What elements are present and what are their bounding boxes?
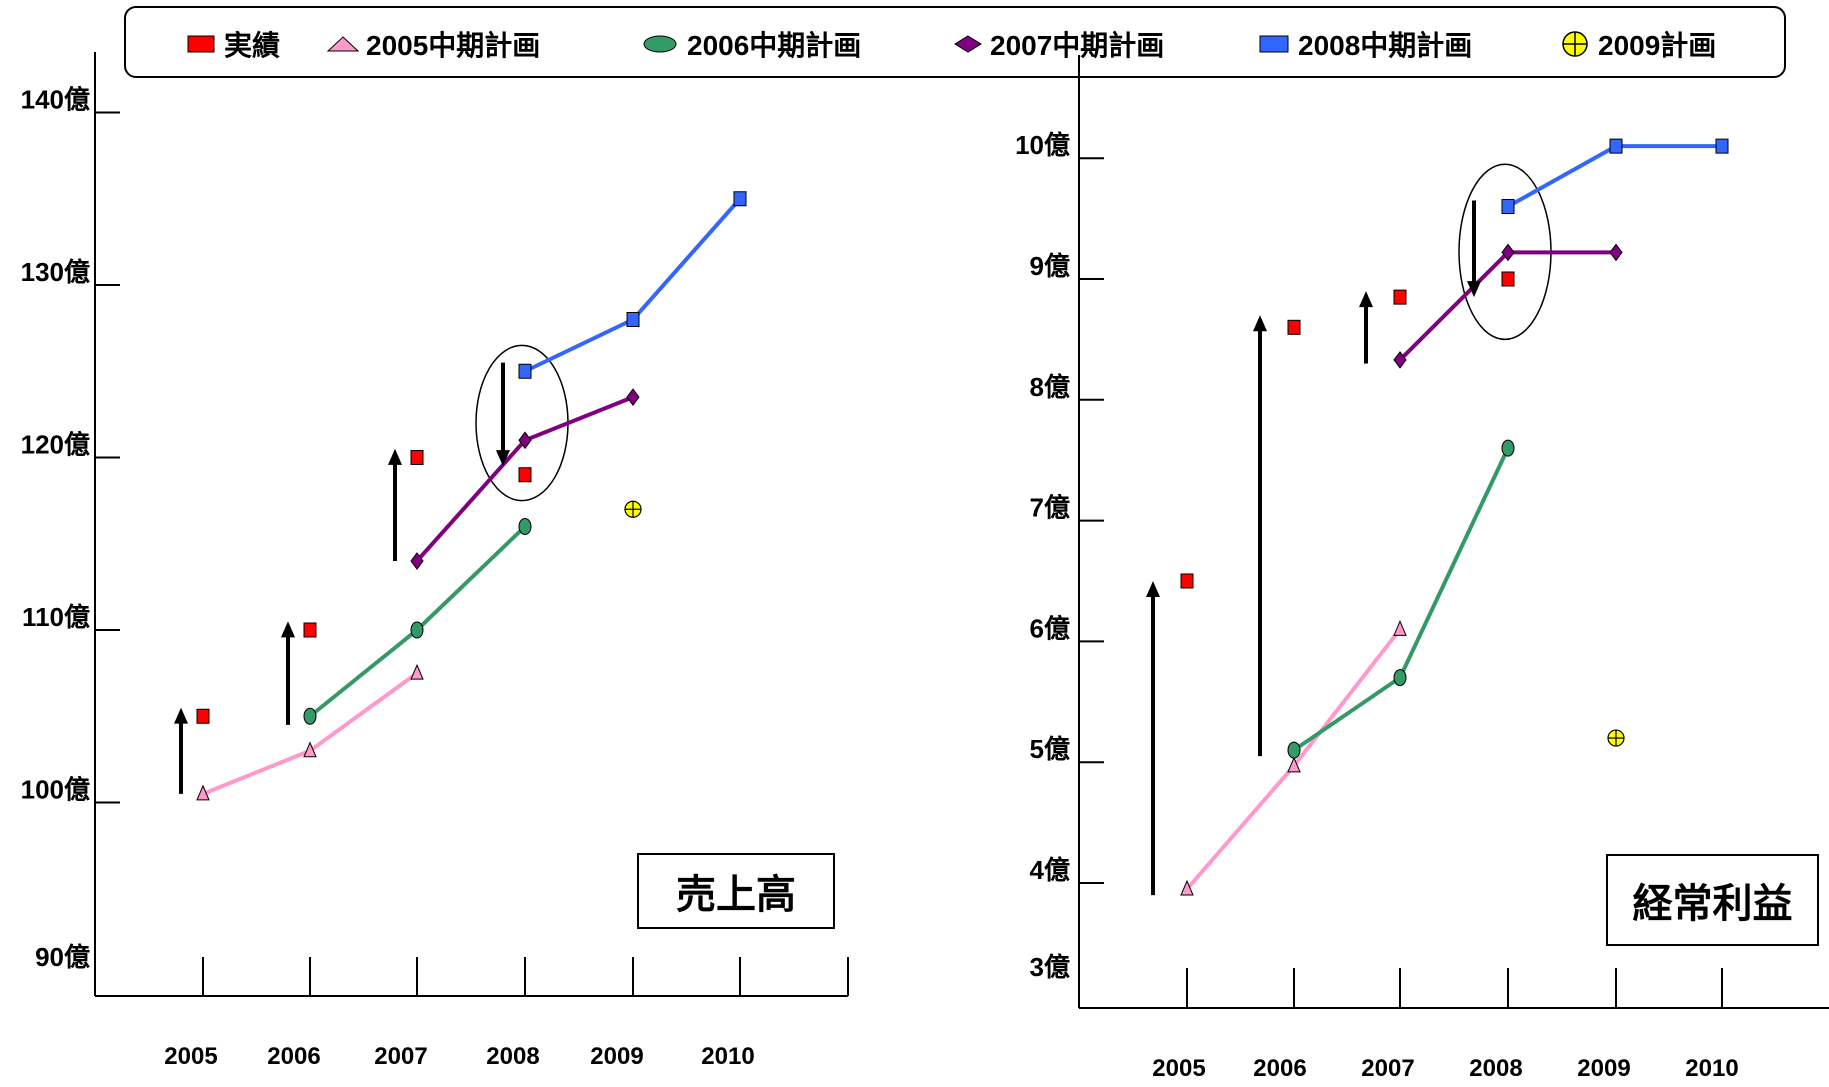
marker-triangle	[1393, 620, 1407, 636]
y-tick-label: 90億	[35, 942, 90, 972]
marker-square	[518, 467, 532, 483]
marker-ellipse	[410, 621, 424, 639]
y-tick-label: 110億	[22, 602, 90, 632]
change-arrow-head	[174, 707, 188, 724]
x-tick-label: 2005	[1152, 1055, 1205, 1082]
x-tick-label: 2005	[164, 1043, 217, 1070]
marker-square	[1501, 271, 1515, 287]
x-tick-label: 2008	[1469, 1055, 1522, 1082]
legend-item-plan-2006: 2006中期計画	[641, 8, 861, 80]
marker-square	[733, 191, 747, 207]
legend-item-actual: 実績	[186, 8, 280, 80]
legend-label: 2005中期計画	[366, 30, 541, 61]
legend-item-plan-2009: 2009計画	[1560, 8, 1716, 80]
change-arrow-head	[1146, 581, 1160, 597]
change-arrow-head	[281, 621, 295, 638]
marker-ellipse	[1393, 669, 1407, 687]
marker-square	[1393, 289, 1407, 305]
y-tick-label: 140億	[21, 85, 90, 115]
change-arrow-head	[1359, 291, 1373, 308]
legend-item-plan-2007: 2007中期計画	[952, 8, 1164, 80]
chart-title-profit: 経常利益	[1606, 854, 1819, 946]
chart-title-sales: 売上高	[637, 853, 835, 929]
legend-label: 2006中期計画	[687, 30, 862, 61]
green-ellipse-icon	[643, 35, 677, 53]
marker-diamond	[1501, 243, 1515, 262]
change-arrow-head	[496, 450, 510, 467]
change-arrow-head	[388, 448, 402, 465]
marker-triangle	[303, 741, 317, 758]
legend-item-plan-2005: 2005中期計画	[326, 8, 540, 80]
legend-item-plan-2008: 2008中期計画	[1258, 8, 1472, 80]
x-tick-label: 2008	[486, 1043, 539, 1070]
blue-square-icon	[1259, 35, 1289, 53]
y-tick-label: 10億	[1015, 130, 1070, 160]
marker-triangle	[196, 784, 210, 801]
y-tick-label: 6億	[1030, 613, 1070, 643]
legend-label: 2007中期計画	[990, 30, 1165, 61]
yellow-circle-plus-icon	[1562, 31, 1588, 57]
change-arrow-head	[1467, 281, 1481, 298]
purple-diamond-icon	[954, 35, 982, 53]
series-line	[1292, 447, 1510, 752]
series-line	[202, 671, 419, 796]
y-tick-label: 4億	[1030, 855, 1070, 885]
marker-square	[626, 312, 640, 327]
x-tick-label: 2009	[1577, 1055, 1630, 1082]
x-tick-label: 2007	[374, 1043, 427, 1070]
series-line	[1398, 250, 1616, 362]
series-line	[524, 197, 742, 374]
marker-square	[1180, 573, 1194, 589]
marker-ellipse	[1287, 741, 1301, 759]
marker-diamond	[1393, 351, 1407, 369]
x-tick-label: 2006	[1253, 1055, 1306, 1082]
y-tick-label: 100億	[21, 775, 90, 805]
marker-triangle	[1287, 756, 1301, 773]
legend-label: 2008中期計画	[1298, 30, 1473, 61]
marker-triangle	[1180, 879, 1194, 896]
pink-triangle-icon	[326, 36, 360, 52]
marker-square	[1609, 138, 1623, 154]
marker-diamond	[518, 431, 532, 450]
series-line	[1507, 144, 1722, 209]
x-tick-label: 2010	[1685, 1055, 1738, 1082]
marker-diamond	[410, 552, 424, 570]
marker-square	[410, 450, 424, 465]
x-tick-label: 2006	[267, 1043, 320, 1070]
change-arrow-head	[1253, 315, 1267, 332]
y-tick-label: 5億	[1030, 734, 1070, 764]
marker-ellipse	[303, 707, 317, 725]
chart-sales: 2005 2006 2007 2008 2009 2010 90億 100億 110億 120億 1…	[21, 52, 849, 1070]
red-square-icon	[187, 35, 215, 53]
marker-square	[196, 708, 210, 724]
marker-square	[1287, 319, 1301, 335]
marker-ellipse	[1501, 439, 1515, 457]
x-tick-label: 2007	[1361, 1055, 1414, 1082]
marker-square	[518, 363, 532, 379]
marker-triangle	[410, 663, 424, 680]
x-tick-label: 2009	[590, 1043, 643, 1070]
y-tick-label: 130億	[21, 257, 90, 287]
y-tick-label: 8億	[1030, 372, 1070, 402]
legend-label: 実績	[224, 30, 281, 61]
y-tick-label: 7億	[1030, 493, 1070, 523]
x-tick-label: 2010	[701, 1043, 754, 1070]
marker-square	[1501, 199, 1515, 215]
y-tick-label: 9億	[1030, 251, 1070, 281]
marker-diamond	[626, 388, 640, 406]
marker-square	[303, 622, 317, 638]
y-tick-label: 3億	[1030, 952, 1070, 982]
marker-square	[1715, 138, 1729, 154]
chart-ordinary-profit: 2005 2006 2007 2008 2009 2010 3億 4億 5億 6億 7億 8億 9億 10…	[1015, 55, 1829, 1082]
y-tick-label: 120億	[21, 430, 90, 460]
marker-diamond	[1609, 243, 1623, 262]
legend-label: 2009計画	[1598, 30, 1717, 61]
marker-ellipse	[518, 518, 532, 535]
legend: 実績 2005中期計画 2006中期計画 2007中期計画 2008中期計画 2…	[124, 6, 1786, 78]
